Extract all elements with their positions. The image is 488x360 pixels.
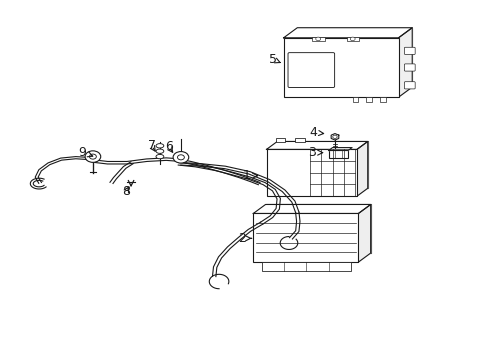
Polygon shape xyxy=(283,28,411,38)
Polygon shape xyxy=(398,28,411,97)
Bar xyxy=(253,213,358,262)
FancyBboxPatch shape xyxy=(404,82,414,89)
Bar xyxy=(297,28,411,87)
Ellipse shape xyxy=(156,144,163,148)
FancyBboxPatch shape xyxy=(404,47,414,54)
Polygon shape xyxy=(328,148,351,150)
Text: 1: 1 xyxy=(243,169,257,182)
Text: 6: 6 xyxy=(164,140,172,153)
Bar xyxy=(328,150,347,158)
Bar xyxy=(346,37,358,41)
Circle shape xyxy=(177,155,184,160)
Circle shape xyxy=(349,37,354,41)
Polygon shape xyxy=(358,204,370,262)
Text: 8: 8 xyxy=(122,185,130,198)
Circle shape xyxy=(85,151,101,162)
Polygon shape xyxy=(356,141,367,196)
Bar xyxy=(277,141,367,188)
Text: 7: 7 xyxy=(147,139,155,152)
FancyBboxPatch shape xyxy=(404,64,414,71)
Text: 9: 9 xyxy=(78,146,93,159)
Text: 4: 4 xyxy=(308,126,323,139)
Text: 5: 5 xyxy=(268,53,280,66)
Circle shape xyxy=(332,135,337,139)
Polygon shape xyxy=(330,134,338,140)
Circle shape xyxy=(89,154,96,159)
Bar xyxy=(295,138,305,142)
Text: 3: 3 xyxy=(307,146,322,159)
Bar xyxy=(283,38,398,97)
Polygon shape xyxy=(266,141,367,149)
Circle shape xyxy=(173,152,188,163)
Bar xyxy=(366,97,371,102)
Text: 2: 2 xyxy=(238,232,251,245)
Circle shape xyxy=(315,37,320,41)
Bar xyxy=(261,262,350,271)
FancyBboxPatch shape xyxy=(287,53,334,87)
Bar xyxy=(265,204,370,253)
Polygon shape xyxy=(253,204,370,213)
Ellipse shape xyxy=(156,149,163,153)
Ellipse shape xyxy=(156,154,163,159)
Bar xyxy=(275,138,285,142)
Bar xyxy=(266,149,356,196)
Bar xyxy=(379,97,385,102)
Bar xyxy=(312,37,324,41)
Bar xyxy=(352,97,358,102)
